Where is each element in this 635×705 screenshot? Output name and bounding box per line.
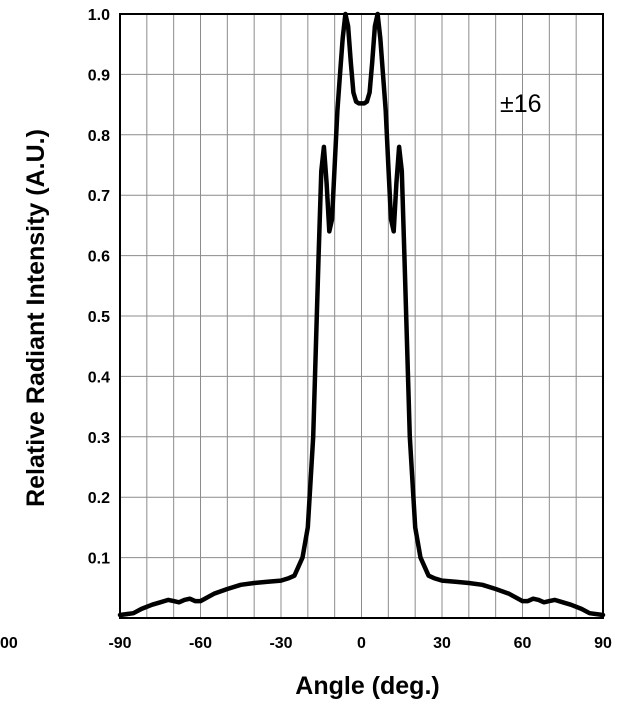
x-tick-label: -90 — [108, 635, 131, 652]
y-tick-label: 0.2 — [88, 490, 110, 507]
y-tick-label: 0.7 — [88, 188, 110, 205]
edge-tick-label: 00 — [0, 635, 18, 652]
y-tick-label: 0.3 — [88, 430, 110, 447]
x-tick-label: 90 — [594, 635, 612, 652]
y-axis-title: Relative Radiant Intensity (A.U.) — [22, 129, 50, 507]
y-axis-ticks: 0.1 0.2 0.3 0.4 0.5 0.6 0.7 0.8 0.9 1.0 — [88, 7, 110, 568]
x-axis-title: Angle (deg.) — [295, 672, 439, 700]
x-tick-label: -30 — [269, 635, 292, 652]
grid — [120, 14, 603, 618]
series-line-intensity — [117, 11, 606, 618]
y-tick-label: 0.8 — [88, 128, 110, 145]
y-tick-label: 0.6 — [88, 249, 110, 266]
y-tick-label: 1.0 — [88, 7, 110, 24]
plot-frame — [119, 13, 604, 619]
y-tick-label: 0.5 — [88, 309, 110, 326]
x-tick-label: -60 — [189, 635, 212, 652]
y-tick-label: 0.4 — [88, 369, 110, 386]
x-axis-ticks: -90 -60 -30 0 30 60 90 — [108, 635, 612, 652]
x-tick-label: 30 — [433, 635, 451, 652]
x-tick-label: 0 — [357, 635, 366, 652]
y-tick-label: 0.9 — [88, 67, 110, 84]
annotation-angle: ±16 — [500, 90, 542, 118]
x-tick-label: 60 — [514, 635, 532, 652]
y-tick-label: 0.1 — [88, 551, 110, 568]
